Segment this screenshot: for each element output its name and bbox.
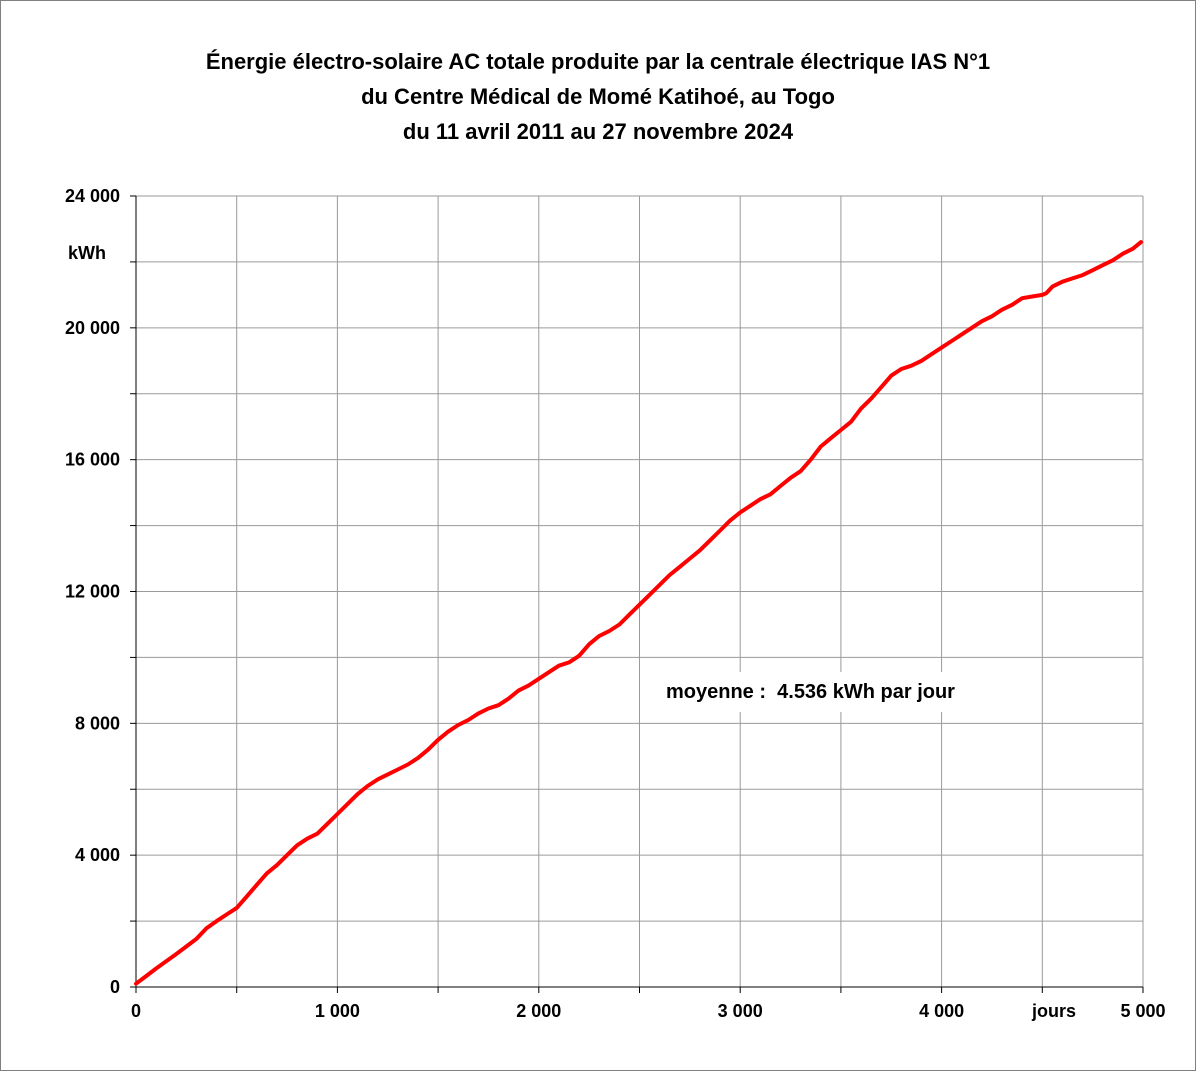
chart-title: Énergie électro-solaire AC totale produi… — [0, 44, 1196, 149]
y-tick-label: 0 — [110, 977, 120, 997]
x-tick-label: 0 — [131, 1001, 141, 1021]
y-tick-label: 8 000 — [75, 713, 120, 733]
tick-labels: 0 4 000 8 000 12 000 16 000 20 000 24 000 0 1 00… — [65, 186, 1166, 1021]
x-tick-label: 3 000 — [718, 1001, 763, 1021]
x-axis-unit-label: jours — [1031, 1001, 1076, 1021]
x-tick-label: 4 000 — [919, 1001, 964, 1021]
y-tick-label: 4 000 — [75, 845, 120, 865]
y-axis-unit-label: kWh — [68, 243, 106, 263]
x-tick-label: 2 000 — [516, 1001, 561, 1021]
grid — [136, 195, 1144, 987]
y-tick-label: 16 000 — [65, 450, 120, 470]
title-line-1: Énergie électro-solaire AC totale produi… — [205, 49, 991, 74]
y-tick-label: 24 000 — [65, 186, 120, 206]
axes — [130, 195, 1144, 993]
title-line-3: du 11 avril 2011 au 27 novembre 2024 — [402, 119, 794, 144]
series-layer — [134, 240, 1143, 986]
annotation-background — [655, 672, 1027, 712]
y-tick-label: 12 000 — [65, 582, 120, 602]
x-tick-label: 5 000 — [1120, 1001, 1165, 1021]
y-tick-label: 20 000 — [65, 318, 120, 338]
series-line-energy — [134, 240, 1143, 986]
title-line-2: du Centre Médical de Momé Katihoé, au To… — [361, 84, 835, 109]
average-annotation: moyenne : 4.536 kWh par jour — [666, 681, 955, 703]
x-tick-label: 1 000 — [315, 1001, 360, 1021]
